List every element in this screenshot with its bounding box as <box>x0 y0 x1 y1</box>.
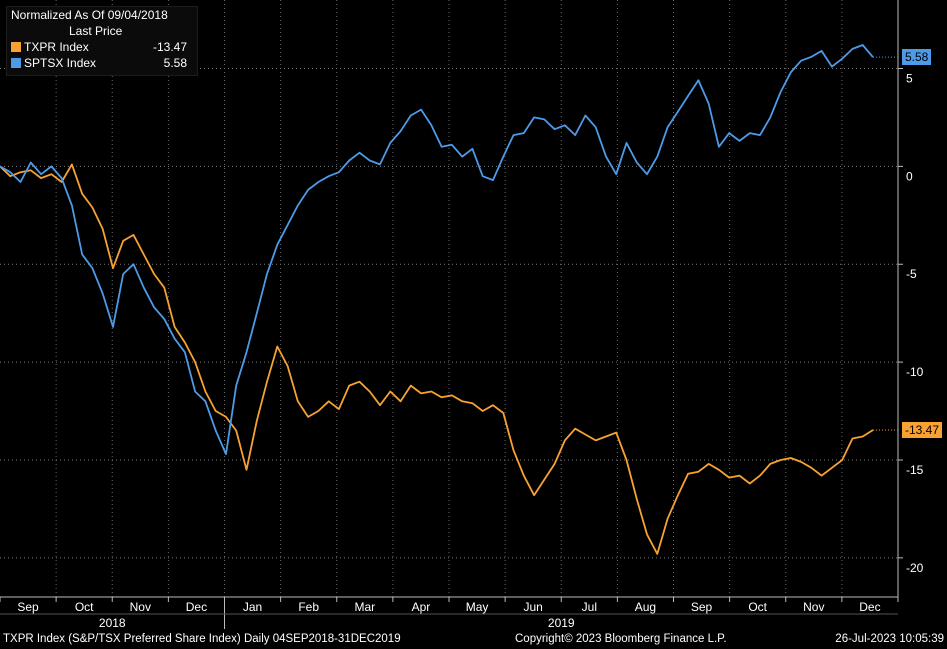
y-tick-label: 0 <box>906 169 913 183</box>
y-tick-label: -10 <box>906 365 924 379</box>
y-tick-label: -5 <box>906 267 917 281</box>
legend-entry-sptsx: SPTSX Index 5.58 <box>7 55 197 71</box>
x-tick-label: Jul <box>582 600 597 614</box>
x-tick-label: Jan <box>243 600 262 614</box>
year-label: 2018 <box>99 616 126 630</box>
legend-series-value: 5.58 <box>163 56 187 70</box>
legend-series-name: TXPR Index <box>24 40 89 54</box>
x-tick-label: Sep <box>691 600 713 614</box>
last-value-tag-txpr: -13.47 <box>902 422 943 439</box>
y-tick-label: 5 <box>906 72 913 86</box>
x-tick-label: Aug <box>635 600 656 614</box>
chart-footer: TXPR Index (S&P/TSX Preferred Share Inde… <box>0 631 947 649</box>
series-line-txpr <box>0 163 874 555</box>
x-tick-label: Oct <box>748 600 767 614</box>
legend-subtitle: Last Price <box>69 24 123 38</box>
x-tick-label: Oct <box>75 600 94 614</box>
y-tick-label: -20 <box>906 561 924 575</box>
chart-legend: Normalized As Of 09/04/2018 Last Price T… <box>6 6 198 76</box>
x-tick-label: Nov <box>803 600 824 614</box>
last-value-tag-sptsx: 5.58 <box>902 49 932 66</box>
x-tick-label: Feb <box>298 600 319 614</box>
legend-swatch-txpr <box>11 42 21 52</box>
x-tick-label: Dec <box>859 600 880 614</box>
legend-entry-txpr: TXPR Index -13.47 <box>7 39 197 55</box>
legend-title: Normalized As Of 09/04/2018 <box>11 8 168 22</box>
x-tick-label: Nov <box>130 600 151 614</box>
x-tick-label: Sep <box>17 600 39 614</box>
footer-copyright: Copyright© 2023 Bloomberg Finance L.P. <box>515 633 727 645</box>
x-tick-label: May <box>466 600 489 614</box>
footer-timestamp: 26-Jul-2023 10:05:39 <box>835 633 944 645</box>
x-tick-label: Dec <box>186 600 207 614</box>
legend-swatch-sptsx <box>11 58 21 68</box>
legend-series-name: SPTSX Index <box>24 56 97 70</box>
x-tick-label: Apr <box>412 600 431 614</box>
series-line-sptsx <box>0 44 874 456</box>
x-tick-label: Mar <box>354 600 375 614</box>
y-tick-label: -15 <box>906 463 924 477</box>
footer-security-info: TXPR Index (S&P/TSX Preferred Share Inde… <box>3 633 401 645</box>
legend-series-value: -13.47 <box>152 40 187 54</box>
year-label: 2019 <box>548 616 575 630</box>
x-tick-label: Jun <box>524 600 543 614</box>
